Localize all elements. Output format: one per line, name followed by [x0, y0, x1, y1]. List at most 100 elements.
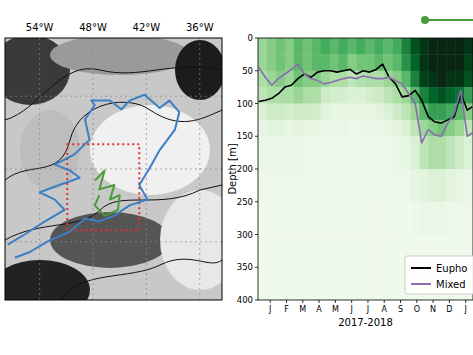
x-axis-label: 2017-2018 [338, 317, 393, 328]
shade [5, 260, 90, 300]
heat-cell [330, 87, 339, 104]
heat-cell [330, 202, 339, 235]
tick [319, 300, 320, 303]
heat-cell [357, 235, 366, 301]
heat-cell [392, 120, 401, 137]
heat-cell [428, 136, 437, 169]
heat-cell [357, 136, 366, 169]
tick [270, 300, 271, 303]
tick-label: M [332, 305, 339, 314]
heat-cell [383, 38, 392, 55]
heat-cell [330, 235, 339, 301]
heat-cell [428, 169, 437, 202]
heat-cell [339, 169, 348, 202]
heat-cell [446, 38, 455, 55]
heat-cell [357, 87, 366, 104]
heat-cell [383, 235, 392, 301]
tick-label: J [349, 305, 352, 314]
heat-cell [348, 120, 357, 137]
heat-cell [321, 136, 330, 169]
tick [384, 300, 385, 303]
heat-cell [330, 71, 339, 88]
heat-cell [437, 54, 446, 71]
heat-cell [276, 87, 285, 104]
heat-cell [366, 202, 375, 235]
grid-line [5, 96, 222, 97]
heat-cell [339, 235, 348, 301]
heat-cell [437, 87, 446, 104]
tick-label: J [463, 305, 466, 314]
study-box [67, 144, 139, 230]
tick-label: 48°W [79, 22, 107, 33]
heat-cell [285, 202, 294, 235]
heat-cell [437, 169, 446, 202]
heat-cell [383, 87, 392, 104]
heat-cell [446, 202, 455, 235]
tick [255, 201, 258, 202]
heat-cell [294, 38, 303, 55]
tick-label: 200 [237, 164, 253, 174]
tick [255, 234, 258, 235]
tick [465, 300, 466, 303]
tick-label: 100 [237, 99, 253, 109]
heat-cell [410, 54, 419, 71]
heat-cell [374, 202, 383, 235]
tick [400, 300, 401, 303]
heat-cell [330, 136, 339, 169]
heat-cell [428, 71, 437, 88]
contour [5, 67, 222, 120]
heat-cell [410, 169, 419, 202]
heat-cell [374, 235, 383, 301]
heat-cell [348, 54, 357, 71]
tick [255, 103, 258, 104]
heat-cell [258, 235, 267, 301]
heat-cell [428, 54, 437, 71]
heat-cell [392, 202, 401, 235]
heat-cell [437, 202, 446, 235]
heat-cell [366, 104, 375, 121]
heat-cell [294, 235, 303, 301]
heat-cell [285, 104, 294, 121]
heat-cell [401, 169, 410, 202]
heat-cell [330, 104, 339, 121]
heat-cell [276, 202, 285, 235]
indicator-dot [421, 16, 429, 24]
heat-cell [410, 71, 419, 88]
heat-cell [285, 136, 294, 169]
grid-line [5, 169, 222, 170]
heat-cell [276, 104, 285, 121]
tick [255, 136, 258, 137]
track [95, 171, 120, 216]
heat-cell [401, 104, 410, 121]
heat-cell [339, 104, 348, 121]
heat-cell [464, 202, 473, 235]
heat-cell [401, 54, 410, 71]
heat-cell [366, 38, 375, 55]
heat-cell [374, 136, 383, 169]
heat-cell [437, 104, 446, 121]
shade [160, 190, 222, 290]
heat-cell [294, 169, 303, 202]
heat-cell [357, 202, 366, 235]
heat-cell [321, 54, 330, 71]
heat-cell [267, 54, 276, 71]
heat-cell [285, 169, 294, 202]
tick-label: M [299, 305, 306, 314]
tick [351, 300, 352, 303]
legend-swatch [411, 283, 431, 285]
tick-label: 54°W [26, 22, 54, 33]
heat-cell [357, 169, 366, 202]
heat-cell [446, 87, 455, 104]
heat-cell [410, 202, 419, 235]
heat-cell [285, 120, 294, 137]
legend-label: Eupho [436, 263, 467, 274]
heat-cell [437, 136, 446, 169]
heat-cell [383, 202, 392, 235]
heat-cell [285, 235, 294, 301]
heat-cell [258, 136, 267, 169]
tick [255, 300, 258, 301]
heat-cell [276, 136, 285, 169]
heat-cell [455, 136, 464, 169]
heat-cell [312, 202, 321, 235]
heat-cell [321, 120, 330, 137]
